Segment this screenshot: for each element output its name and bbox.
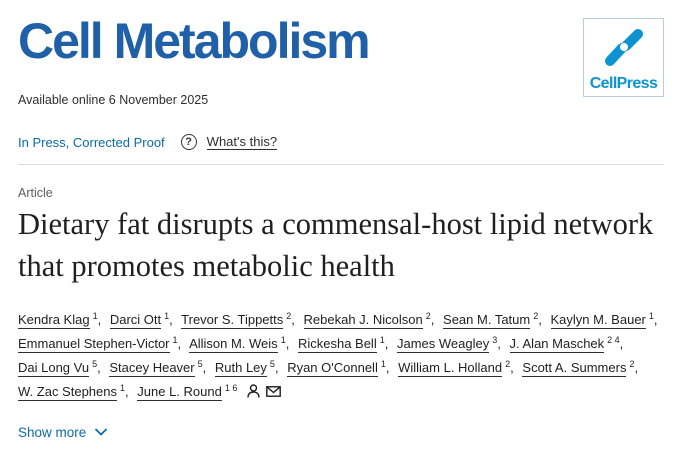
author-name[interactable]: Kendra Klag <box>18 312 90 329</box>
author-separator: , <box>169 312 173 327</box>
author-item[interactable]: William L. Holland 2, <box>398 358 519 377</box>
author-name[interactable]: Rickesha Bell <box>297 336 377 353</box>
author-name[interactable]: Ruth Ley <box>214 360 267 377</box>
affiliation-marker[interactable]: 1 <box>380 358 386 369</box>
affiliation-marker[interactable]: 1 <box>648 310 654 321</box>
article-type: Article <box>18 186 53 200</box>
affiliation-marker[interactable]: 2 <box>286 310 292 321</box>
affiliation-marker[interactable]: 3 <box>492 334 498 345</box>
author-item[interactable]: Kendra Klag 1, <box>18 310 106 329</box>
author-separator: , <box>510 360 514 375</box>
author-item[interactable]: June L. Round 1 6 <box>137 382 238 401</box>
article-title: Dietary fat disrupts a commensal-host li… <box>18 207 654 283</box>
author-separator: , <box>274 360 279 375</box>
author-name[interactable]: Sean M. Tatum <box>443 312 531 329</box>
author-item[interactable]: Stacey Heaver 5, <box>109 358 211 377</box>
author-name[interactable]: Emmanuel Stephen-Victor <box>18 336 170 353</box>
author-name[interactable]: J. Alan Maschek <box>509 336 605 353</box>
author-item[interactable]: Rickesha Bell 1, <box>297 334 393 353</box>
author-name[interactable]: Scott A. Summers <box>522 360 627 377</box>
show-more-button[interactable]: Show more <box>18 422 108 442</box>
show-more-label: Show more <box>18 424 87 440</box>
affiliation-marker[interactable]: 5 <box>269 358 275 369</box>
affiliation-marker[interactable]: 1 <box>379 334 385 345</box>
affiliation-marker[interactable]: 1 6 <box>224 382 238 393</box>
author-separator: , <box>497 336 501 351</box>
author-name[interactable]: Allison M. Weis <box>189 336 278 353</box>
author-item[interactable]: Dai Long Vu 5, <box>18 358 106 377</box>
author-name[interactable]: James Weagley <box>396 336 490 353</box>
cellpress-logo[interactable]: CellPress <box>583 18 664 97</box>
author-item[interactable]: Sean M. Tatum 2, <box>443 310 547 329</box>
author-name[interactable]: Kaylyn M. Bauer <box>550 312 646 329</box>
author-item[interactable]: Allison M. Weis 1, <box>189 334 294 353</box>
author-separator: , <box>97 360 101 375</box>
affiliation-marker[interactable]: 5 <box>92 358 98 369</box>
author-name[interactable]: Trevor S. Tippetts <box>181 312 284 329</box>
author-item[interactable]: W. Zac Stephens 1, <box>18 382 134 401</box>
author-name[interactable]: Stacey Heaver <box>109 360 195 377</box>
author-separator: , <box>385 360 390 375</box>
affiliation-marker[interactable]: 2 <box>425 310 431 321</box>
author-separator: , <box>538 312 542 327</box>
journal-title[interactable]: Cell Metabolism <box>18 13 371 69</box>
author-separator: , <box>291 312 295 327</box>
author-separator: , <box>430 312 435 327</box>
affiliation-marker[interactable]: 1 <box>280 334 286 345</box>
envelope-icon[interactable] <box>266 385 281 397</box>
author-item[interactable]: Emmanuel Stephen-Victor 1, <box>18 334 186 353</box>
author-item[interactable]: Scott A. Summers 2, <box>522 358 643 377</box>
in-press-link[interactable]: In Press, Corrected Proof <box>18 134 165 150</box>
affiliation-marker[interactable]: 1 <box>164 310 170 321</box>
affiliation-marker[interactable]: 2 <box>505 358 511 369</box>
author-name[interactable]: June L. Round <box>137 384 222 401</box>
affiliation-marker[interactable]: 2 4 <box>607 334 620 345</box>
author-separator: , <box>653 312 658 327</box>
cellpress-symbol-icon <box>605 29 643 66</box>
corresponding-author-icons <box>247 384 281 398</box>
author-item[interactable]: Rebekah J. Nicolson 2, <box>303 310 440 329</box>
author-item[interactable]: Trevor S. Tippetts 2, <box>181 310 300 329</box>
author-name[interactable]: Rebekah J. Nicolson <box>303 312 423 329</box>
author-separator: , <box>384 336 389 351</box>
availability-date: Available online 6 November 2025 <box>18 93 209 107</box>
author-name[interactable]: W. Zac Stephens <box>18 384 117 401</box>
author-separator: , <box>177 336 182 351</box>
author-separator: , <box>634 360 639 375</box>
affiliation-marker[interactable]: 1 <box>92 310 98 321</box>
author-separator: , <box>202 360 207 375</box>
affiliation-marker[interactable]: 2 <box>629 358 635 369</box>
cellpress-wordmark: CellPress <box>589 75 658 92</box>
divider <box>18 164 664 165</box>
person-icon[interactable] <box>247 384 260 398</box>
affiliation-marker[interactable]: 1 <box>120 382 126 393</box>
affiliation-marker[interactable]: 5 <box>197 358 203 369</box>
author-separator: , <box>125 384 129 399</box>
author-item[interactable]: J. Alan Maschek 2 4, <box>509 334 629 353</box>
author-item[interactable]: James Weagley 3, <box>396 334 506 353</box>
author-separator: , <box>97 312 102 327</box>
chevron-down-icon <box>95 428 108 436</box>
author-list: Kendra Klag 1, Darci Ott 1, Trevor S. Tipp… <box>18 308 673 404</box>
author-item[interactable]: Darci Ott 1, <box>109 310 178 329</box>
author-item[interactable]: Ryan O'Connell 1, <box>287 358 394 377</box>
author-item[interactable]: Ruth Ley 5, <box>214 358 284 377</box>
affiliation-marker[interactable]: 1 <box>172 334 178 345</box>
author-name[interactable]: Ryan O'Connell <box>287 360 378 377</box>
author-name[interactable]: Dai Long Vu <box>18 360 90 377</box>
author-separator: , <box>619 336 624 351</box>
whats-this-link[interactable]: What's this? <box>206 134 278 150</box>
affiliation-marker[interactable]: 2 <box>533 310 539 321</box>
question-circle-icon[interactable]: ? <box>180 134 197 150</box>
author-name[interactable]: William L. Holland <box>398 360 503 377</box>
author-item[interactable]: Kaylyn M. Bauer 1, <box>550 310 663 329</box>
author-name[interactable]: Darci Ott <box>109 312 162 329</box>
article-status-row: In Press, Corrected Proof ? What's this? <box>18 132 278 152</box>
author-separator: , <box>285 336 290 351</box>
